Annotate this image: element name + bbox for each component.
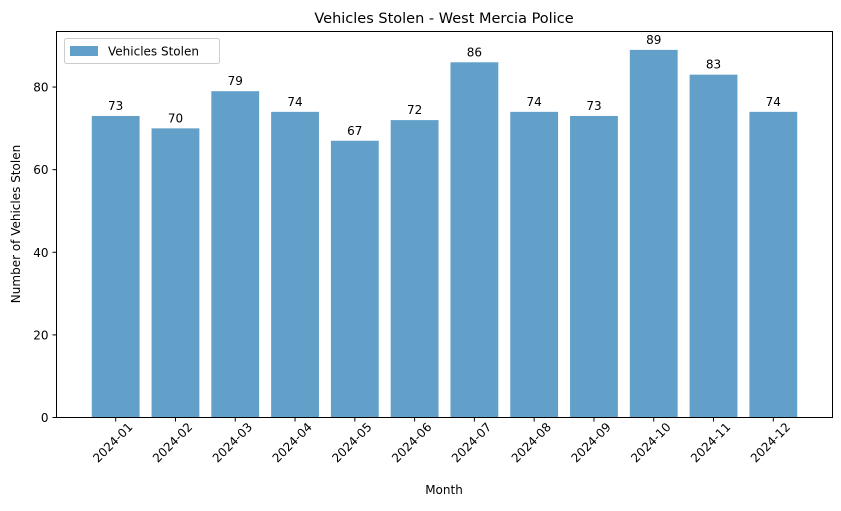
legend-swatch	[70, 46, 98, 56]
chart-title: Vehicles Stolen - West Mercia Police	[314, 11, 573, 27]
bar-2024-12	[749, 111, 798, 418]
data-label: 72	[407, 103, 422, 117]
y-tick-label: 60	[33, 163, 48, 177]
legend-label: Vehicles Stolen	[108, 45, 199, 59]
data-label: 73	[108, 99, 123, 113]
data-label: 83	[706, 58, 721, 72]
bar-2024-08	[510, 111, 559, 418]
bar-2024-11	[689, 74, 738, 418]
x-tick-label: 2024-09	[568, 420, 613, 465]
data-label: 73	[586, 99, 601, 113]
x-tick-label: 2024-05	[329, 420, 374, 465]
bar-2024-04	[271, 111, 319, 418]
plot-frame	[56, 31, 833, 418]
x-tick-label: 2024-06	[389, 420, 434, 465]
bar-2024-10	[629, 49, 678, 418]
bar-2024-01	[91, 115, 140, 418]
x-tick-label: 2024-04	[270, 420, 315, 465]
x-tick-label: 2024-10	[628, 420, 673, 465]
x-tick-label: 2024-03	[210, 420, 255, 465]
bar-2024-03	[211, 91, 260, 418]
legend-frame	[64, 38, 220, 64]
x-tick-label: 2024-08	[509, 420, 554, 465]
data-label: 74	[527, 95, 542, 109]
bar-2024-02	[151, 128, 200, 418]
x-axis-label: Month	[425, 483, 463, 497]
bar-2024-06	[390, 120, 439, 418]
data-label: 70	[168, 111, 183, 125]
x-tick-label: 2024-12	[748, 420, 793, 465]
legend: Vehicles Stolen	[64, 38, 220, 64]
y-axis-label: Number of Vehicles Stolen	[9, 145, 23, 303]
y-tick-label: 40	[33, 246, 48, 260]
bar-2024-05	[330, 140, 379, 418]
x-tick-label: 2024-02	[150, 420, 195, 465]
data-label: 74	[766, 95, 781, 109]
x-tick-label: 2024-11	[688, 420, 733, 465]
x-tick-label: 2024-07	[449, 420, 494, 465]
data-label: 89	[646, 33, 661, 47]
data-label: 79	[228, 74, 243, 88]
data-label: 86	[467, 45, 482, 59]
bar-2024-09	[570, 115, 618, 418]
bar-2024-07	[450, 62, 499, 418]
data-label: 67	[347, 124, 362, 138]
x-tick-label: 2024-01	[90, 420, 135, 465]
y-tick-label: 20	[33, 328, 48, 342]
data-label: 74	[287, 95, 302, 109]
y-tick-label: 80	[33, 81, 48, 95]
y-tick-label: 0	[41, 411, 49, 425]
